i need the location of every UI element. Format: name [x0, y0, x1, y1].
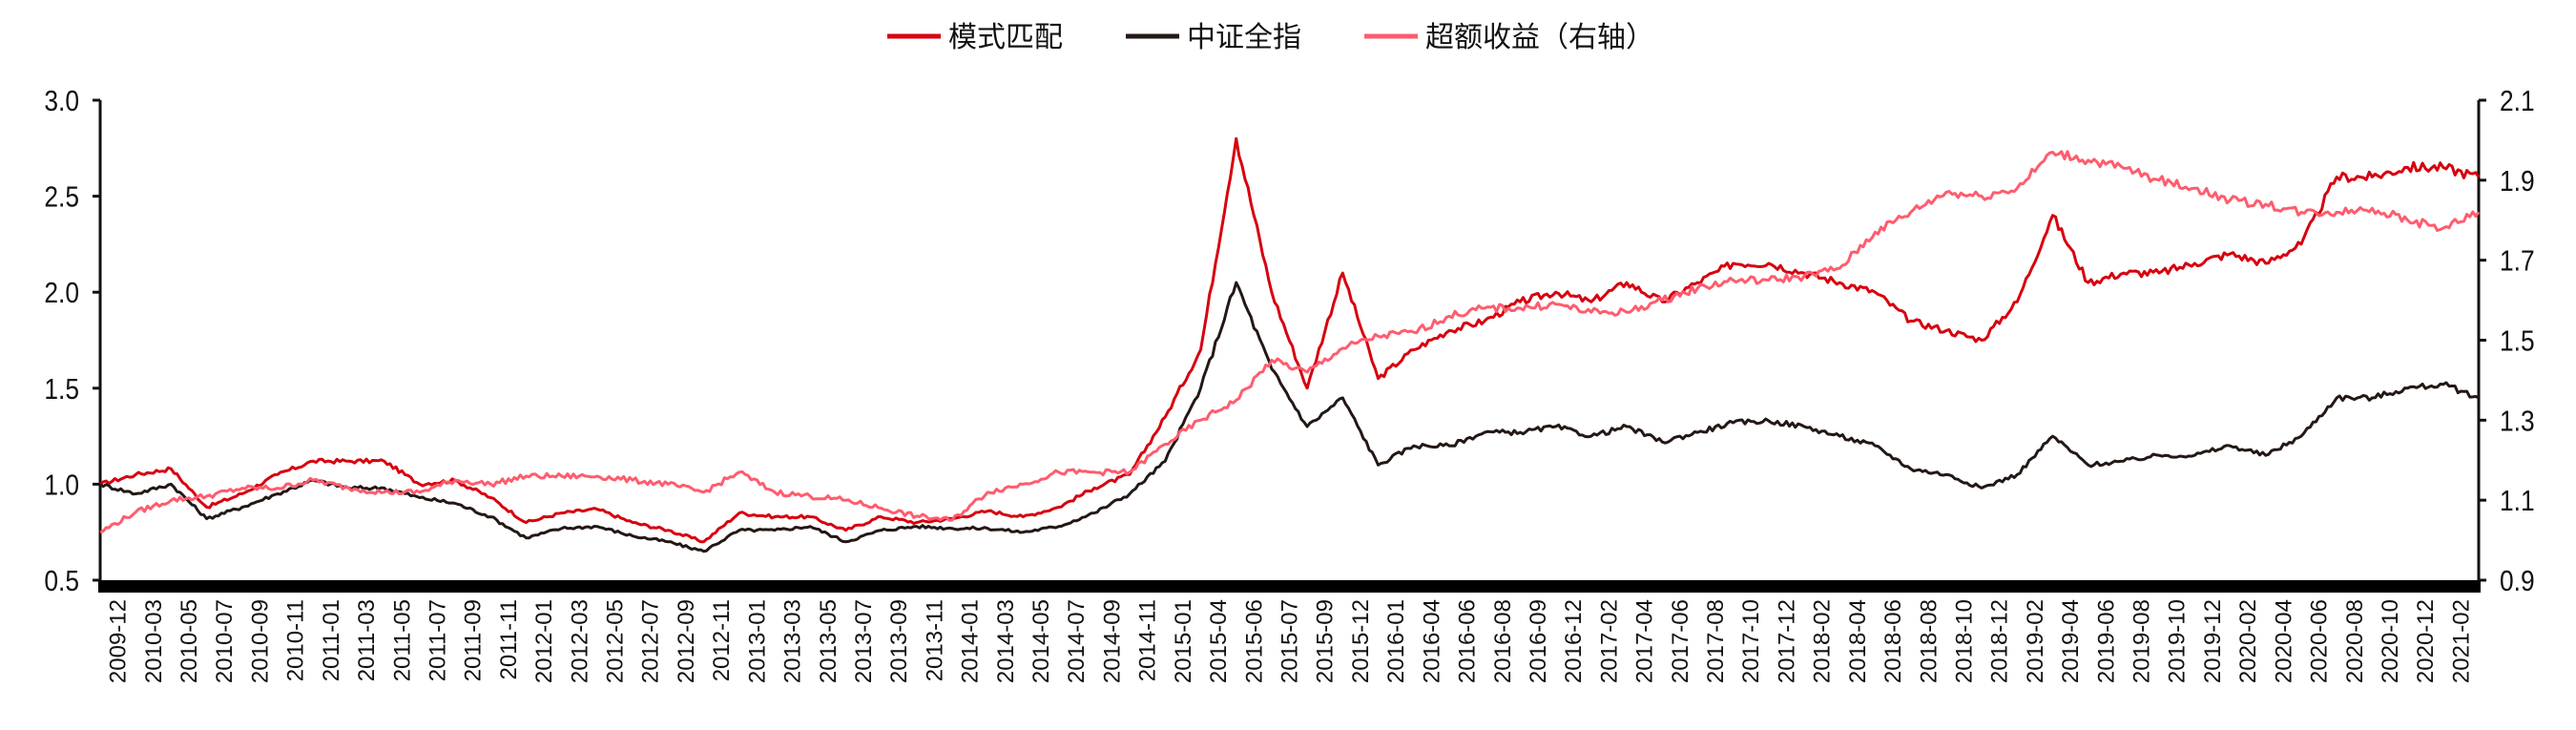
x-tick-label: 2012-05	[603, 599, 629, 683]
x-tick-label: 2018-06	[1880, 599, 1906, 683]
x-tick-label: 2018-08	[1916, 599, 1942, 683]
x-tick-label: 2017-06	[1668, 599, 1693, 683]
right-tick-label: 1.9	[2500, 165, 2535, 198]
right-tick-label: 1.3	[2500, 405, 2535, 437]
x-tick-label: 2013-09	[886, 599, 912, 683]
x-tick-label: 2019-12	[2200, 599, 2226, 683]
excess-return-line	[99, 150, 2481, 534]
x-tick-label: 2016-06	[1455, 599, 1481, 683]
legend-label: 中证全指	[1187, 21, 1301, 54]
x-tick-label: 2020-04	[2271, 599, 2296, 683]
x-tick-label: 2010-05	[177, 599, 202, 683]
right-tick-label: 0.9	[2500, 565, 2535, 597]
x-tick-label: 2013-03	[780, 599, 806, 683]
left-tick-label: 1.0	[44, 469, 79, 501]
x-tick-label: 2010-11	[283, 599, 309, 681]
x-tick-label: 2020-08	[2342, 599, 2368, 683]
x-tick-label: 2017-10	[1738, 599, 1764, 683]
x-tick-label: 2017-02	[1596, 599, 1622, 683]
legend-item-csi-all-index: 中证全指	[1126, 21, 1301, 54]
left-tick-label: 0.5	[44, 565, 79, 597]
left-tick-label: 2.5	[44, 181, 79, 214]
legend-item-pattern-match: 模式匹配	[887, 21, 1063, 54]
x-tick-label: 2014-03	[993, 599, 1019, 683]
x-tick-label: 2019-08	[2129, 599, 2155, 683]
x-tick-label: 2016-12	[1561, 599, 1587, 683]
x-tick-label: 2014-11	[1135, 599, 1161, 681]
right-tick-label: 2.1	[2500, 85, 2535, 117]
x-tick-label: 2016-04	[1419, 599, 1444, 683]
x-axis-bar	[98, 580, 2481, 593]
x-tick-label: 2016-09	[1526, 599, 1551, 683]
x-tick-label: 2014-01	[958, 599, 984, 683]
x-tick-label: 2018-12	[1987, 599, 2013, 683]
x-tick-label: 2011-03	[354, 599, 380, 681]
x-tick-label: 2016-08	[1490, 599, 1516, 683]
x-tick-label: 2012-11	[709, 599, 735, 681]
x-tick-label: 2020-12	[2413, 599, 2439, 683]
x-tick-label: 2021-02	[2448, 599, 2474, 683]
legend-item-excess-return: 超额收益（右轴）	[1364, 21, 1654, 54]
right-tick-label: 1.7	[2500, 245, 2535, 278]
legend-label: 超额收益（右轴）	[1425, 21, 1654, 54]
x-tick-label: 2019-02	[2023, 599, 2048, 683]
x-tick-label: 2010-09	[247, 599, 273, 683]
x-tick-label: 2012-07	[638, 599, 664, 683]
axes: 0.5 1.0 1.5 2.0 2.5 3.0 0.9 1.1 1.3 1.5 1.7 1.9 2.1 2…	[44, 85, 2534, 683]
x-tick-label: 2020-06	[2307, 599, 2333, 683]
right-tick-label: 1.1	[2500, 485, 2535, 517]
x-tick-label: 2012-09	[674, 599, 699, 683]
x-tick-label: 2019-04	[2058, 599, 2084, 683]
legend: 模式匹配 中证全指 超额收益（右轴）	[887, 21, 1654, 54]
pattern-match-line	[99, 136, 2481, 544]
x-tick-label: 2014-09	[1099, 599, 1125, 683]
x-tick-label: 2016-01	[1383, 599, 1409, 683]
x-tick-label: 2018-02	[1810, 599, 1836, 683]
x-tick-label: 2013-05	[816, 599, 841, 683]
legend-label: 模式匹配	[948, 21, 1063, 54]
left-tick-label: 1.5	[44, 373, 79, 406]
x-tick-label: 2011-11	[496, 599, 522, 680]
x-tick-label: 2019-06	[2093, 599, 2119, 683]
x-tick-label: 2020-10	[2378, 599, 2403, 683]
x-tick-label: 2011-05	[389, 599, 415, 681]
x-tick-label: 2010-03	[141, 599, 167, 683]
x-tick-label: 2015-06	[1241, 599, 1267, 683]
x-tick-label: 2013-01	[744, 599, 770, 683]
csi-all-index-line	[99, 281, 2480, 553]
x-tick-label: 2015-07	[1278, 599, 1303, 683]
x-tick-label: 2009-12	[106, 599, 132, 683]
left-tick-label: 2.0	[44, 277, 79, 309]
right-tick-label: 1.5	[2500, 325, 2535, 358]
x-tick-label: 2014-05	[1028, 599, 1054, 683]
x-tick-label: 2014-07	[1064, 599, 1090, 683]
x-tick-label: 2012-01	[531, 599, 557, 683]
x-tick-label: 2018-04	[1845, 599, 1871, 683]
x-tick-label: 2017-12	[1774, 599, 1799, 683]
x-tick-label: 2011-07	[425, 599, 450, 681]
x-tick-label: 2020-02	[2235, 599, 2261, 683]
x-tick-label: 2015-04	[1206, 599, 1232, 683]
x-tick-label: 2015-12	[1348, 599, 1374, 683]
x-tick-label: 2019-10	[2165, 599, 2191, 683]
x-tick-label: 2018-10	[1951, 599, 1977, 683]
left-tick-label: 3.0	[44, 85, 79, 117]
x-tick-label: 2017-04	[1632, 599, 1658, 683]
series-lines	[99, 136, 2481, 553]
x-tick-label: 2013-11	[922, 599, 947, 681]
x-tick-label: 2017-08	[1703, 599, 1729, 683]
x-tick-label: 2015-09	[1313, 599, 1339, 683]
x-tick-label: 2011-09	[461, 599, 487, 681]
x-tick-label: 2013-07	[851, 599, 877, 683]
x-tick-label: 2015-01	[1171, 599, 1196, 683]
x-tick-label: 2010-07	[212, 599, 238, 683]
x-tick-label: 2011-01	[319, 599, 344, 681]
x-tick-label: 2012-03	[567, 599, 592, 683]
